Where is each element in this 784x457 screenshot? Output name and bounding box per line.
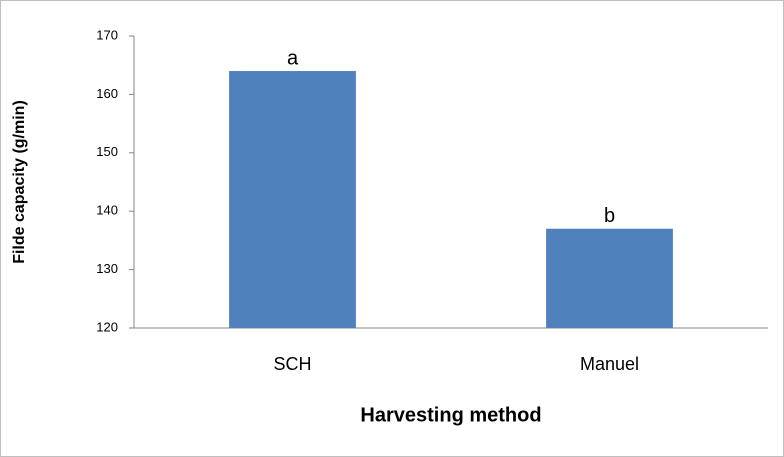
x-tick-label: SCH (273, 354, 311, 374)
y-tick-label: 130 (96, 261, 118, 276)
x-axis-title: Harvesting method (360, 404, 541, 426)
y-tick-label: 150 (96, 144, 118, 159)
x-tick-label: Manuel (580, 354, 639, 374)
bar-annotation: a (287, 47, 299, 69)
y-tick-label: 140 (96, 203, 118, 218)
y-tick-label: 170 (96, 27, 118, 42)
bar-annotation: b (604, 205, 615, 227)
y-tick-label: 160 (96, 86, 118, 101)
y-axis-title: Filde capacity (g/min) (11, 100, 28, 264)
bar (229, 71, 356, 328)
y-tick-label: 120 (96, 319, 118, 334)
bar (546, 228, 673, 328)
